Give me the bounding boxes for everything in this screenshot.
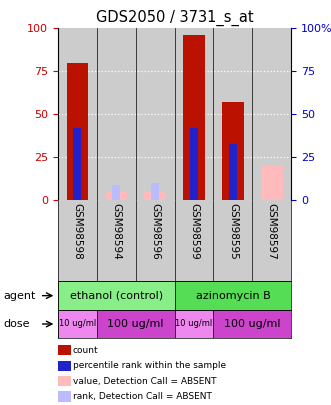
Text: GSM98598: GSM98598	[72, 203, 82, 260]
Bar	[106, 192, 127, 200]
Text: agent: agent	[3, 291, 36, 301]
Bar	[175, 281, 291, 310]
Text: percentile rank within the sample: percentile rank within the sample	[73, 361, 226, 370]
Text: dose: dose	[3, 319, 30, 329]
Bar	[175, 310, 213, 338]
Bar	[213, 310, 291, 338]
Bar	[222, 102, 244, 200]
Bar	[97, 310, 175, 338]
Text: GSM98594: GSM98594	[111, 203, 121, 260]
Bar	[73, 128, 81, 200]
Bar	[58, 281, 175, 310]
Title: GDS2050 / 3731_s_at: GDS2050 / 3731_s_at	[96, 9, 254, 26]
Text: rank, Detection Call = ABSENT: rank, Detection Call = ABSENT	[73, 392, 212, 401]
Text: 100 ug/ml: 100 ug/ml	[108, 319, 164, 329]
Bar	[144, 192, 166, 200]
Bar	[261, 166, 283, 200]
Bar	[113, 185, 120, 200]
Text: GSM98595: GSM98595	[228, 203, 238, 260]
Bar	[67, 63, 88, 200]
Text: 10 ug/ml: 10 ug/ml	[59, 320, 96, 328]
Text: GSM98597: GSM98597	[267, 203, 277, 260]
Text: 100 ug/ml: 100 ug/ml	[224, 319, 281, 329]
Bar	[183, 35, 205, 200]
Text: GSM98599: GSM98599	[189, 203, 199, 260]
Text: count: count	[73, 346, 98, 355]
Text: 10 ug/ml: 10 ug/ml	[175, 320, 213, 328]
Bar	[58, 310, 97, 338]
Bar	[190, 128, 198, 200]
Text: azinomycin B: azinomycin B	[196, 291, 270, 301]
Bar	[229, 144, 237, 200]
Text: ethanol (control): ethanol (control)	[70, 291, 163, 301]
Text: GSM98596: GSM98596	[150, 203, 160, 260]
Text: value, Detection Call = ABSENT: value, Detection Call = ABSENT	[73, 377, 216, 386]
Bar	[151, 183, 159, 200]
